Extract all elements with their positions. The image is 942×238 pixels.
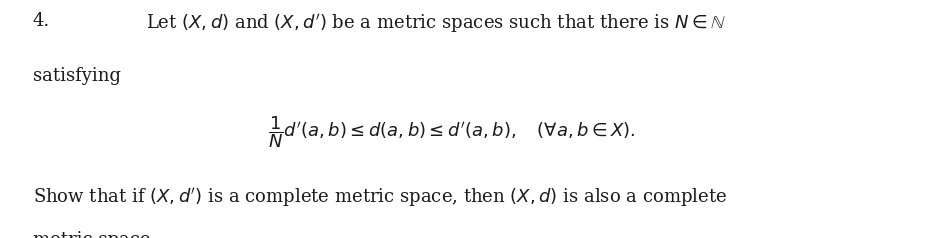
Text: $\dfrac{1}{N}d'(a,b) \leq d(a,b) \leq d'(a,b), \quad (\forall a, b \in X).$: $\dfrac{1}{N}d'(a,b) \leq d(a,b) \leq d'… xyxy=(268,114,636,150)
Text: satisfying: satisfying xyxy=(33,67,121,85)
Text: metric space.: metric space. xyxy=(33,231,156,238)
Text: Show that if $(X, d')$ is a complete metric space, then $(X, d)$ is also a compl: Show that if $(X, d')$ is a complete met… xyxy=(33,186,727,209)
Text: 4.: 4. xyxy=(33,12,50,30)
Text: Let $(X, d)$ and $(X, d')$ be a metric spaces such that there is $N \in \mathbb{: Let $(X, d)$ and $(X, d')$ be a metric s… xyxy=(146,12,726,35)
